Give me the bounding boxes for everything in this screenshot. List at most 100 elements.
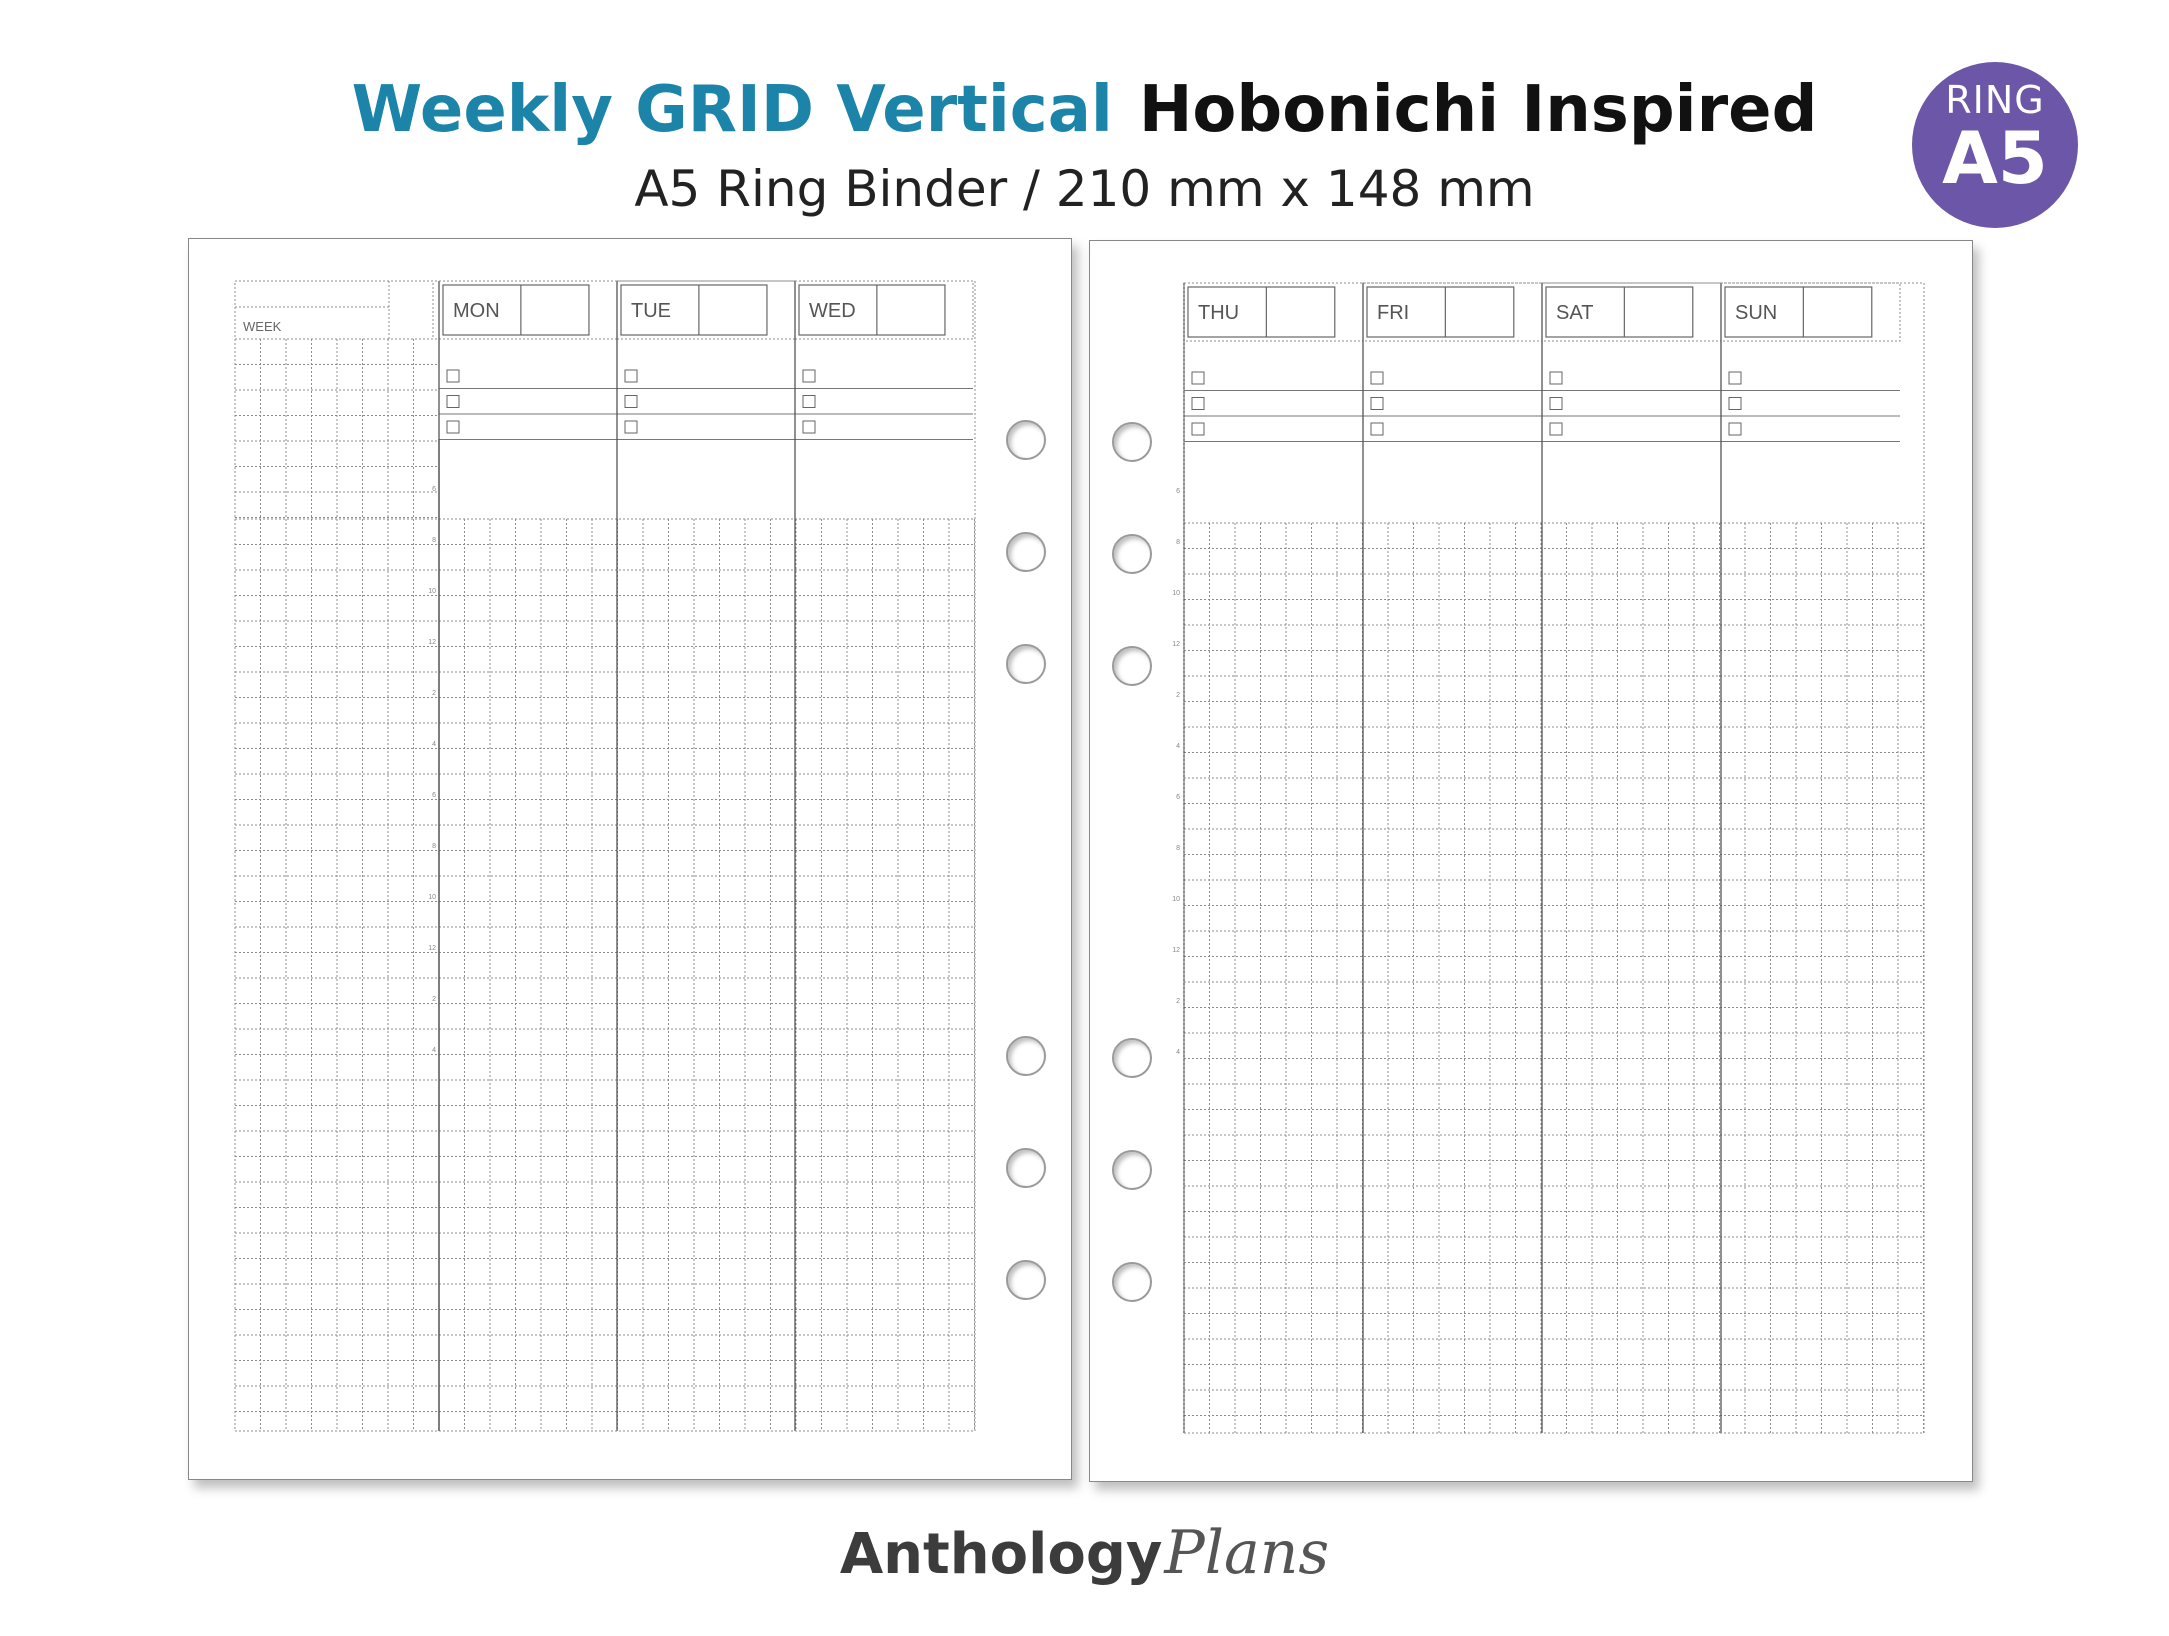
binder-hole-icon: [1112, 1038, 1152, 1078]
todo-area: [1542, 365, 1721, 441]
week-label: WEEK: [243, 319, 282, 334]
binder-hole-icon: [1006, 420, 1046, 460]
checkbox-icon: [1191, 397, 1205, 410]
title-secondary: Hobonichi Inspired: [1138, 73, 1818, 147]
day-header-frame: [1545, 286, 1694, 338]
time-label: 2: [1176, 692, 1180, 699]
checkbox-icon: [1549, 371, 1563, 385]
binder-hole-icon: [1006, 1260, 1046, 1300]
grid-border: [1183, 282, 1925, 1434]
binder-hole-icon: [1112, 1262, 1152, 1302]
brand-logo: AnthologyPlans: [0, 1518, 2169, 1588]
time-label: 2: [432, 996, 436, 1003]
checkbox-icon: [1728, 371, 1742, 385]
subtitle: A5 Ring Binder / 210 mm x 148 mm: [634, 160, 1535, 218]
time-label: 4: [1176, 1049, 1180, 1056]
binder-hole-icon: [1112, 534, 1152, 574]
time-label: 8: [432, 537, 436, 544]
checkbox-icon: [1728, 397, 1742, 410]
todo-area: [795, 363, 973, 439]
day-header-frame: [798, 284, 946, 336]
day-label: TUE: [631, 300, 671, 322]
day-header-frame: [1724, 286, 1873, 338]
day-header-box: [438, 280, 618, 340]
day-label: FRI: [1377, 302, 1409, 324]
checkbox-icon: [1370, 371, 1384, 385]
time-label: 12: [428, 945, 436, 952]
time-label: 4: [432, 741, 436, 748]
grid-lines: [234, 338, 440, 519]
time-label: 6: [432, 792, 436, 799]
brand-script: Plans: [1164, 1518, 1330, 1588]
todo-area: [617, 363, 795, 439]
todo-area: [1363, 365, 1542, 441]
checkbox-icon: [802, 395, 816, 408]
right-page: THU FRI SAT SUN 6 8 10 12 2 4 6 8 10 12 2 4: [1089, 240, 1973, 1482]
time-label: 10: [1172, 590, 1180, 597]
page-title: Weekly GRID Vertical Hobonichi Inspired: [0, 78, 2169, 142]
grid-lines: [1183, 522, 1924, 1433]
todo-area: [439, 363, 617, 439]
checkbox-icon: [802, 369, 816, 383]
day-header-frame: [620, 284, 768, 336]
time-label: 4: [432, 1047, 436, 1054]
day-label: MON: [453, 300, 500, 322]
time-label: 8: [432, 843, 436, 850]
time-label: 4: [1176, 743, 1180, 750]
checkbox-icon: [624, 395, 638, 408]
checkbox-icon: [1191, 371, 1205, 385]
time-label: 10: [1172, 896, 1180, 903]
time-label: 12: [1172, 641, 1180, 648]
checkbox-icon: [624, 369, 638, 383]
checkbox-icon: [446, 369, 460, 383]
grid-border: [234, 280, 976, 1432]
binder-hole-icon: [1112, 1150, 1152, 1190]
time-label: 6: [1176, 488, 1180, 495]
binder-hole-icon: [1006, 644, 1046, 684]
time-label: 8: [1176, 845, 1180, 852]
checkbox-icon: [802, 420, 816, 434]
time-label: 6: [1176, 794, 1180, 801]
badge-line2: A5: [1942, 116, 2048, 200]
binder-hole-icon: [1006, 1036, 1046, 1076]
day-header-frame: [442, 284, 590, 336]
day-header-frame: [1366, 286, 1515, 338]
ring-size-badge: RING A5: [1912, 62, 2078, 228]
checkbox-icon: [624, 420, 638, 434]
checkbox-icon: [1549, 397, 1563, 410]
grid-lines: [234, 518, 975, 1431]
binder-hole-icon: [1112, 422, 1152, 462]
binder-hole-icon: [1006, 532, 1046, 572]
title-main: Weekly GRID Vertical: [351, 73, 1113, 147]
checkbox-icon: [1370, 397, 1384, 410]
checkbox-icon: [1370, 422, 1384, 436]
checkbox-icon: [1549, 422, 1563, 436]
time-label: 10: [428, 894, 436, 901]
day-label: THU: [1198, 302, 1239, 324]
left-page-grid: WEEK MON TUE WED 6 8 10 12 2 4 6 8 10 12 2 4: [234, 280, 976, 1432]
time-label: 2: [432, 690, 436, 697]
day-label: SAT: [1556, 302, 1593, 324]
binder-hole-icon: [1112, 646, 1152, 686]
time-label: 12: [428, 639, 436, 646]
checkbox-icon: [1191, 422, 1205, 436]
time-label: 2: [1176, 998, 1180, 1005]
time-label: 10: [428, 588, 436, 595]
badge-line1: RING: [1945, 78, 2045, 122]
day-label: WED: [809, 300, 856, 322]
day-label: SUN: [1735, 302, 1777, 324]
binder-hole-icon: [1006, 1148, 1046, 1188]
day-header-frame: [1187, 286, 1336, 338]
day-header-box: [616, 280, 796, 340]
right-page-grid: THU FRI SAT SUN 6 8 10 12 2 4 6 8 10 12 2 4: [1172, 282, 1925, 1434]
time-label: 6: [432, 486, 436, 493]
todo-area: [1184, 365, 1363, 441]
todo-area: [1721, 365, 1900, 441]
checkbox-icon: [446, 420, 460, 434]
checkbox-icon: [446, 395, 460, 408]
day-header-box: [1541, 282, 1722, 342]
week-box: [234, 280, 434, 340]
checkbox-icon: [1728, 422, 1742, 436]
brand-bold: Anthology: [839, 1522, 1163, 1587]
time-label: 8: [1176, 539, 1180, 546]
